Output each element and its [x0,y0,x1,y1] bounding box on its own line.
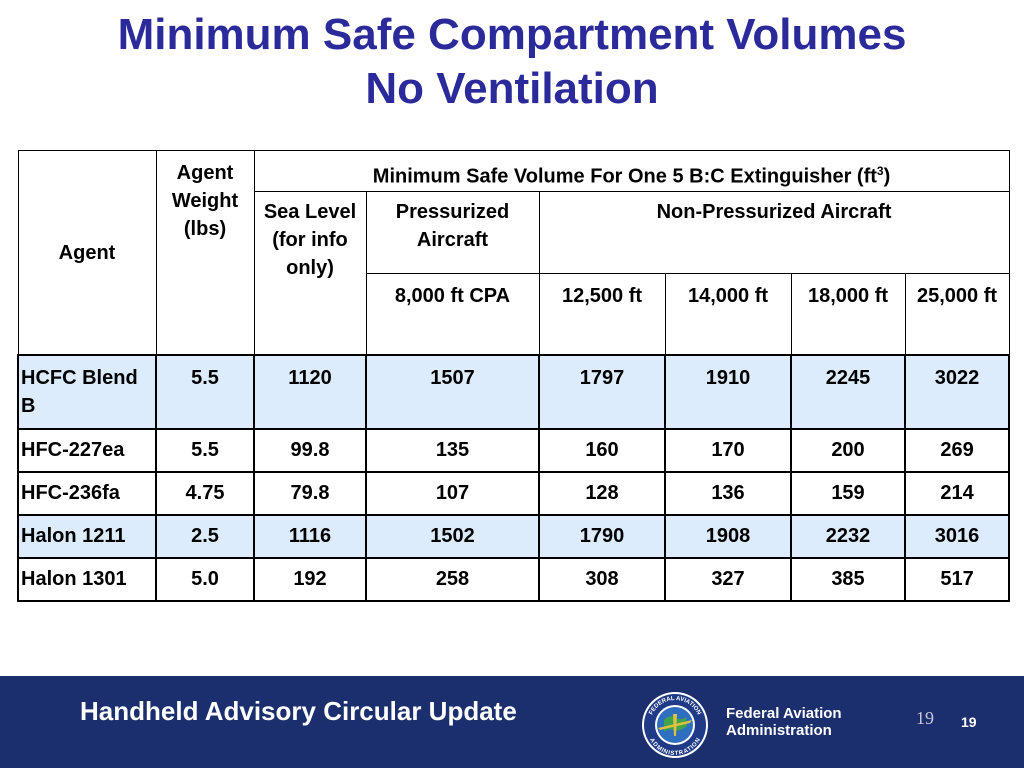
agency-line-2: Administration [726,722,832,739]
row-alt4: 269 [903,428,1011,474]
header-sea-level: Sea Level (for info only) [253,190,367,356]
table-row: HFC-236fa 4.75 79.8 107 128 136 159 214 [17,471,1011,517]
header-pressurized: Pressurized Aircraft [365,190,540,274]
row-alt2: 327 [664,557,792,603]
row-weight: 5.5 [155,428,255,474]
row-alt3: 385 [790,557,906,603]
row-sea: 99.8 [253,428,367,474]
agency-name: Federal Aviation Administration [726,705,842,739]
row-alt2: 136 [664,471,792,517]
row-alt1: 1797 [538,354,666,431]
header-agent: Agent [17,150,157,356]
table-row: HCFC Blend B 5.5 1120 1507 1797 1910 224… [17,354,1011,431]
row-weight: 5.5 [155,354,255,431]
row-sea: 1116 [253,514,367,560]
table-row: HFC-227ea 5.5 99.8 135 160 170 200 269 [17,428,1011,474]
agency-line-1: Federal Aviation [726,705,842,722]
row-alt3: 2245 [790,354,906,431]
header-alt-12500: 12,500 ft [538,272,666,356]
row-alt2: 1908 [664,514,792,560]
row-weight: 5.0 [155,557,255,603]
volume-table: Agent Agent Weight (lbs) Minimum Safe Vo… [17,150,1011,603]
min-volume-end: ) [883,165,891,188]
min-volume-sup: 3 [876,164,884,178]
row-agent: HCFC Blend B [17,354,157,431]
header-non-pressurized: Non-Pressurized Aircraft [538,190,1010,274]
header-weight: Agent Weight (lbs) [155,150,255,356]
page-number: 19 [961,714,977,730]
row-alt1: 128 [538,471,666,517]
row-agent: Halon 1301 [17,557,157,603]
row-agent: Halon 1211 [17,514,157,560]
row-alt4: 517 [903,557,1011,603]
row-alt4: 3016 [903,514,1011,560]
row-alt2: 1910 [664,354,792,431]
row-alt3: 2232 [790,514,906,560]
row-weight: 2.5 [155,514,255,560]
slide-title: Minimum Safe Compartment Volumes No Vent… [0,8,1024,116]
row-alt1: 160 [538,428,666,474]
header-alt-14000: 14,000 ft [664,272,792,356]
footer-title: Handheld Advisory Circular Update [80,696,517,726]
row-weight: 4.75 [155,471,255,517]
table-row: Halon 1211 2.5 1116 1502 1790 1908 2232 … [17,514,1011,560]
header-alt-25000: 25,000 ft [904,272,1010,356]
row-sea: 79.8 [253,471,367,517]
table-row: Halon 1301 5.0 192 258 308 327 385 517 [17,557,1011,603]
row-agent: HFC-236fa [17,471,157,517]
row-sea: 1120 [253,354,367,431]
title-line-2: No Ventilation [365,64,659,113]
row-alt1: 308 [538,557,666,603]
row-alt3: 200 [790,428,906,474]
page-number-serif: 19 [916,708,934,728]
row-cpa: 135 [365,428,540,474]
row-alt4: 3022 [903,354,1011,431]
row-sea: 192 [253,557,367,603]
faa-seal-icon: FEDERAL AVIATION ADMINISTRATION [642,692,708,758]
footer-bar: Handheld Advisory Circular Update FEDERA… [0,676,1024,768]
row-cpa: 1502 [365,514,540,560]
row-alt2: 170 [664,428,792,474]
row-alt1: 1790 [538,514,666,560]
row-alt3: 159 [790,471,906,517]
row-alt4: 214 [903,471,1011,517]
row-cpa: 107 [365,471,540,517]
title-line-1: Minimum Safe Compartment Volumes [117,10,907,59]
row-cpa: 1507 [365,354,540,431]
row-agent: HFC-227ea [17,428,157,474]
min-volume-text: Minimum Safe Volume For One 5 B:C Exting… [372,165,877,188]
header-alt-18000: 18,000 ft [790,272,906,356]
header-min-volume: Minimum Safe Volume For One 5 B:C Exting… [253,150,1010,192]
header-cpa: 8,000 ft CPA [365,272,540,356]
row-cpa: 258 [365,557,540,603]
